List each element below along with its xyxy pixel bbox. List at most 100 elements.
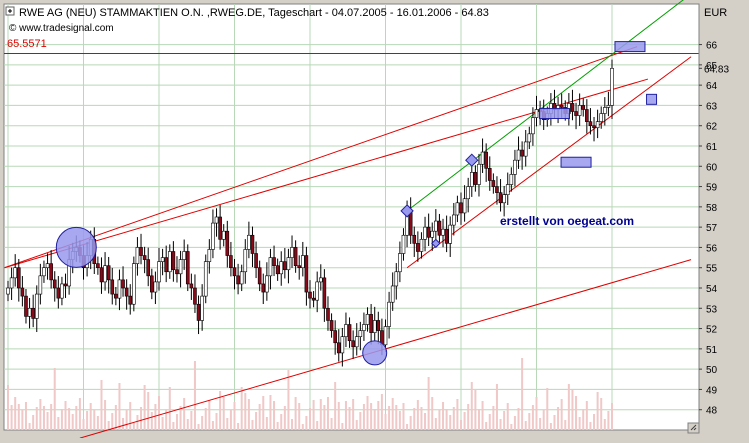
candle-body (322, 277, 327, 309)
volume-bar (377, 401, 380, 430)
volume-bar (571, 390, 574, 430)
candle-body (117, 279, 122, 299)
marker-diamond (400, 204, 414, 218)
candle-body (128, 295, 133, 305)
candle-body (283, 261, 287, 271)
volume-bar (294, 397, 297, 430)
candle-body (434, 220, 438, 232)
volume-bar (445, 409, 448, 430)
candle-body (513, 159, 517, 175)
volume-bar (143, 385, 146, 430)
candle-body (441, 228, 445, 236)
volume-bar (280, 414, 283, 430)
axis-tick-label: 50 (706, 365, 718, 376)
volume-bar (539, 418, 542, 430)
volume-bar (183, 398, 186, 430)
candle-body (34, 293, 39, 319)
volume-bar (35, 407, 38, 430)
candle-body (495, 186, 499, 193)
candle-body (531, 117, 535, 135)
volume-bar (460, 420, 462, 430)
volume-bar (179, 406, 182, 430)
volume-bar (255, 412, 258, 430)
volume-bar (64, 401, 67, 430)
candle-body (13, 267, 17, 279)
marker-rect (646, 93, 658, 105)
candle-body (45, 263, 50, 269)
volume-bar (136, 415, 139, 430)
volume-bar (75, 406, 78, 430)
volume-bar (57, 417, 60, 430)
candle-body (419, 239, 424, 252)
volume-bar (276, 422, 279, 430)
candle-body (297, 265, 302, 269)
candle-body (135, 247, 140, 264)
candle-body (416, 243, 420, 252)
volume-bar (442, 402, 445, 430)
volume-bar (578, 417, 581, 430)
axis-tick-label: 66 (706, 41, 718, 52)
candle-body (412, 234, 417, 244)
header-toggle-icon[interactable] (5, 6, 15, 16)
candle-body (369, 314, 373, 333)
candle-body (6, 287, 10, 295)
volume-bar (258, 404, 261, 430)
volume-bar (262, 396, 265, 430)
candle-body (574, 111, 578, 116)
volume-bar (560, 399, 563, 430)
volume-bar (14, 397, 17, 430)
resize-corner-icon[interactable] (687, 422, 700, 434)
volume-bar (330, 418, 333, 430)
volume-bar (211, 421, 214, 430)
candle-body (523, 141, 528, 157)
trendline (406, 0, 684, 212)
source-label: © www.tradesignal.com (9, 23, 114, 34)
volume-bar (17, 404, 20, 430)
candle-body (38, 275, 43, 295)
axis-tick-label: 57 (706, 223, 718, 234)
volume-bar (413, 408, 416, 430)
candle-body (390, 285, 395, 303)
candle-body (279, 261, 284, 275)
trendline (4, 46, 638, 269)
axis-tick-label: 61 (706, 142, 718, 153)
volume-bar (362, 404, 365, 430)
volume-bar (366, 396, 369, 430)
volume-bar (100, 380, 103, 430)
volume-bar (370, 403, 373, 430)
volume-bar (7, 385, 9, 430)
volume-bar (190, 411, 193, 430)
candle-body (444, 228, 449, 244)
candle-body (52, 279, 57, 289)
axis-tick-label: 48 (706, 406, 718, 417)
volume-bar (542, 410, 545, 430)
candle-body (351, 340, 355, 348)
volume-bar (326, 397, 329, 430)
volume-bar (287, 370, 290, 430)
candle-body (146, 259, 151, 277)
volume-bar (352, 399, 355, 430)
volume-bar (305, 416, 308, 430)
volume-bar (240, 387, 243, 430)
candle-body (150, 275, 154, 293)
currency-label: EUR (704, 7, 727, 19)
volume-bar (434, 418, 437, 430)
candle-body (344, 324, 348, 337)
volume-bar (42, 406, 45, 430)
volume-bar (373, 409, 376, 430)
candle-body (484, 151, 488, 169)
volume-bar (104, 400, 107, 430)
marker-diamond (465, 153, 479, 167)
candle-body (534, 109, 539, 118)
volume-bar (438, 410, 441, 430)
volume-bar (28, 423, 31, 430)
volume-bar (147, 392, 150, 430)
volume-bar (420, 407, 423, 430)
volume-bar (107, 421, 110, 430)
candle-body (452, 214, 456, 226)
volume-bar (204, 408, 207, 430)
marker-diamond (431, 238, 441, 249)
candle-body (164, 257, 168, 273)
candle-body (585, 109, 589, 122)
candle-body (333, 330, 337, 344)
